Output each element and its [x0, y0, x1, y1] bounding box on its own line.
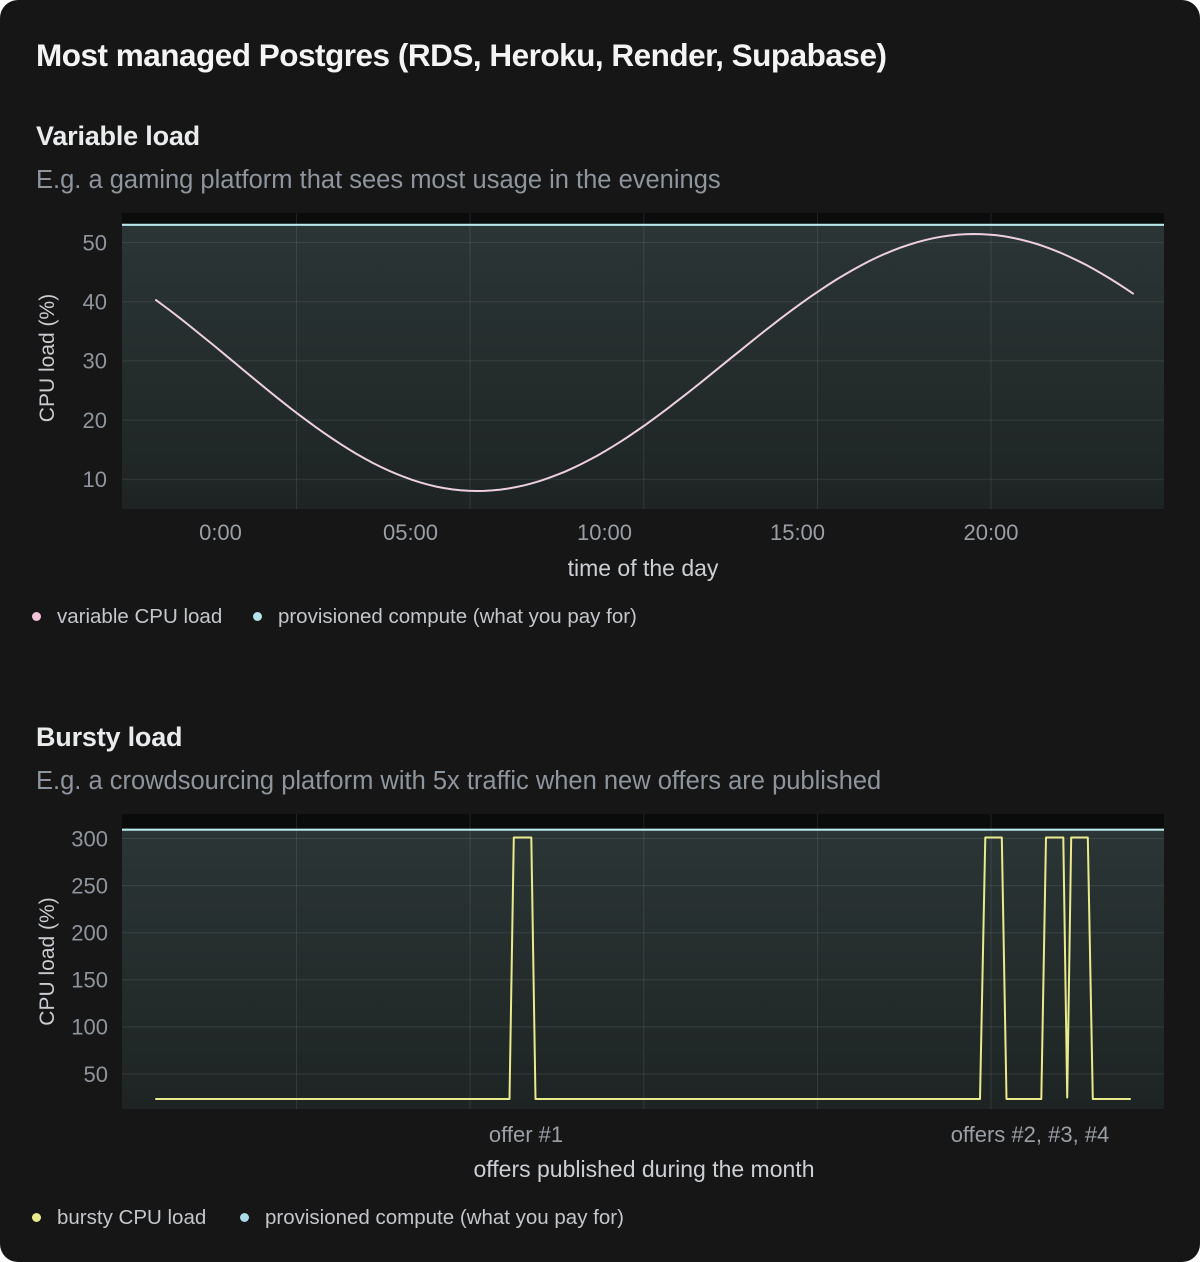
svg-text:200: 200	[71, 921, 108, 946]
svg-text:100: 100	[71, 1015, 108, 1040]
svg-text:50: 50	[84, 1062, 108, 1087]
svg-text:time of the day: time of the day	[568, 555, 719, 581]
svg-text:50: 50	[83, 230, 107, 255]
svg-text:250: 250	[71, 873, 108, 898]
svg-text:300: 300	[71, 826, 108, 851]
svg-text:offers published during the mo: offers published during the month	[474, 1156, 815, 1182]
svg-text:05:00: 05:00	[383, 520, 438, 545]
svg-text:CPU load (%): CPU load (%)	[36, 897, 59, 1025]
svg-text:offers #2, #3, #4: offers #2, #3, #4	[951, 1122, 1110, 1147]
svg-text:10: 10	[83, 467, 107, 492]
svg-text:0:00: 0:00	[199, 520, 242, 545]
svg-text:15:00: 15:00	[770, 520, 825, 545]
svg-text:150: 150	[71, 968, 108, 993]
svg-text:offer #1: offer #1	[489, 1122, 563, 1147]
svg-text:CPU load (%): CPU load (%)	[36, 294, 59, 422]
svg-text:40: 40	[83, 290, 107, 315]
svg-text:20:00: 20:00	[963, 520, 1018, 545]
svg-text:10:00: 10:00	[577, 520, 632, 545]
svg-text:30: 30	[83, 349, 107, 374]
svg-text:20: 20	[83, 408, 107, 433]
